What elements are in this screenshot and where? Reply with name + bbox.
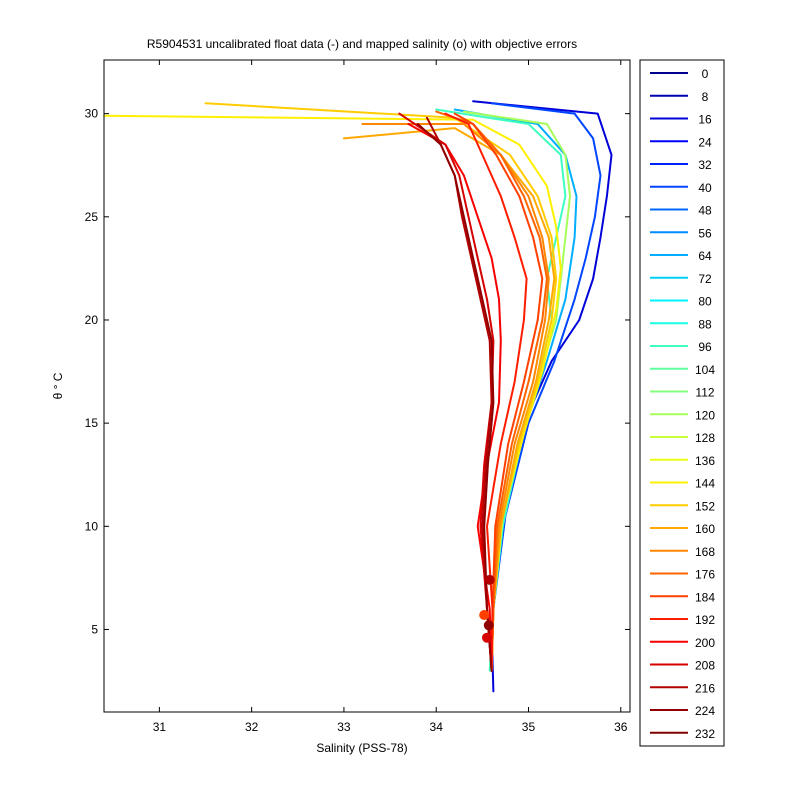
legend-label: 16	[698, 113, 712, 127]
legend-label: 176	[695, 568, 715, 582]
legend-label: 40	[698, 181, 712, 195]
x-tick-label: 36	[614, 720, 628, 734]
legend-label: 72	[698, 272, 712, 286]
chart-title: R5904531 uncalibrated float data (-) and…	[147, 37, 577, 51]
mapped-point-2	[484, 574, 495, 585]
x-axis-label: Salinity (PSS-78)	[316, 741, 407, 755]
legend-label: 64	[698, 249, 712, 263]
legend-label: 208	[695, 659, 715, 673]
y-tick-label: 20	[85, 313, 99, 327]
legend-label: 216	[695, 681, 715, 695]
legend: 0 8 16 24 32 40 48 56 64 72 80 88 96 104 112 120 128 136 1…	[639, 59, 725, 747]
legend-label: 104	[695, 363, 715, 377]
legend-label: 128	[695, 431, 715, 445]
legend-label: 48	[698, 204, 712, 218]
series-line-15	[416, 123, 495, 672]
legend-label: 232	[695, 727, 715, 741]
y-tick-label: 15	[85, 416, 99, 430]
legend-label: 192	[695, 613, 715, 627]
series-line-11	[444, 112, 528, 672]
x-axis-ticks: 31 32 33 34 35 36	[153, 60, 628, 734]
series-line-9	[435, 110, 548, 672]
legend-label: 56	[698, 226, 712, 240]
y-tick-label: 5	[91, 622, 98, 636]
legend-label: 136	[695, 454, 715, 468]
legend-label: 160	[695, 522, 715, 536]
legend-label: 224	[695, 704, 715, 718]
plot-frame	[103, 59, 631, 713]
y-tick-label: 30	[85, 107, 99, 121]
y-axis-label: θ ° C	[51, 372, 65, 399]
mapped-points-layer	[479, 574, 495, 643]
legend-box	[639, 59, 725, 747]
legend-label: 32	[698, 158, 712, 172]
legend-label: 88	[698, 317, 712, 331]
legend-label: 8	[702, 90, 709, 104]
mapped-point-3	[483, 620, 494, 631]
plot-background	[104, 60, 630, 712]
legend-label: 200	[695, 636, 715, 650]
legend-label: 24	[698, 135, 712, 149]
legend-label: 184	[695, 590, 715, 604]
series-line-10	[453, 112, 544, 672]
y-tick-label: 25	[85, 210, 99, 224]
series-line-12	[407, 123, 502, 672]
mapped-point-0	[479, 610, 490, 620]
x-tick-label: 35	[522, 720, 536, 734]
legend-label: 80	[698, 295, 712, 309]
x-tick-label: 32	[245, 720, 259, 734]
y-axis-ticks: 5 10 15 20 25 30	[85, 107, 630, 636]
legend-label: 120	[695, 408, 715, 422]
series-layer	[103, 100, 613, 693]
legend-label: 112	[695, 386, 714, 400]
series-line-13	[398, 112, 495, 672]
legend-label: 168	[695, 545, 715, 559]
legend-items: 0 8 16 24 32 40 48 56 64 72 80 88 96 104 112 120 128 136 1…	[650, 67, 715, 741]
series-line-8	[361, 123, 550, 672]
legend-label: 96	[698, 340, 712, 354]
legend-label: 152	[695, 499, 715, 513]
plot-area	[103, 59, 631, 713]
x-tick-label: 31	[153, 720, 167, 734]
mapped-point-1	[482, 632, 492, 643]
legend-label: 144	[695, 477, 715, 491]
y-tick-label: 10	[85, 519, 99, 533]
x-tick-label: 33	[337, 720, 351, 734]
x-tick-label: 34	[430, 720, 444, 734]
legend-label: 0	[702, 67, 709, 81]
